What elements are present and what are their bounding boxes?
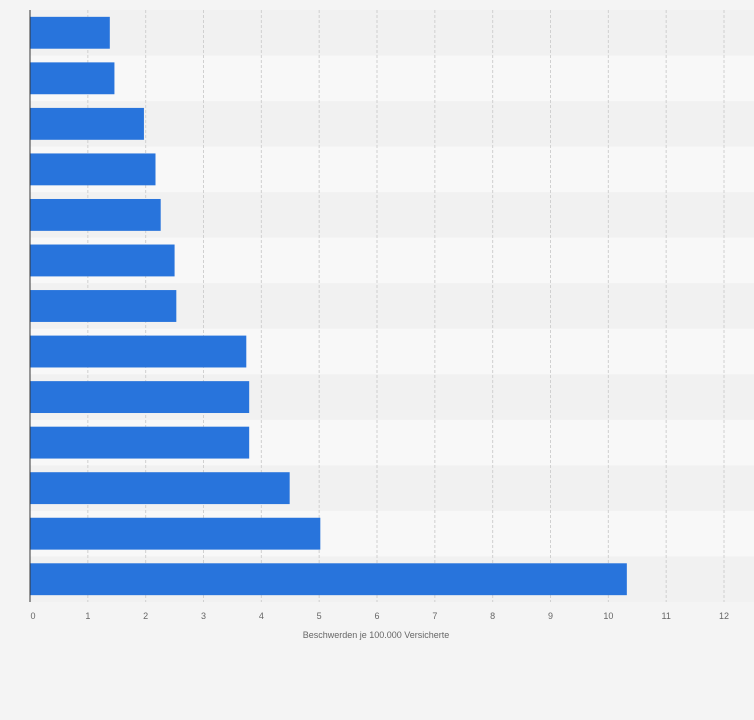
bar [30, 381, 250, 414]
bar [30, 517, 321, 550]
x-tick-label: 0 [30, 611, 35, 621]
x-tick-label: 7 [432, 611, 437, 621]
x-tick-label: 8 [490, 611, 495, 621]
x-tick-label: 1 [85, 611, 90, 621]
row-band [30, 55, 754, 102]
x-tick-label: 12 [719, 611, 729, 621]
x-tick-label: 4 [259, 611, 264, 621]
row-band [30, 10, 754, 56]
x-tick-label: 5 [317, 611, 322, 621]
x-tick-label: 6 [374, 611, 379, 621]
bar [30, 107, 144, 140]
bar [30, 244, 175, 277]
x-tick-label: 11 [661, 611, 670, 621]
bar [30, 472, 290, 505]
x-tick-label: 2 [143, 611, 148, 621]
bar [30, 198, 161, 231]
bar [30, 563, 627, 596]
bar [30, 16, 110, 49]
bar [30, 62, 115, 95]
bar [30, 290, 177, 322]
row-band [30, 101, 754, 147]
bar [30, 153, 156, 186]
x-tick-label: 9 [548, 611, 553, 621]
bar [30, 426, 250, 459]
x-axis-title: Beschwerden je 100.000 Versicherte [303, 630, 450, 640]
bar [30, 335, 247, 368]
x-tick-label: 10 [603, 611, 613, 621]
x-tick-labels: 0 1 2 3 4 5 6 7 8 9 10 11 12 [30, 611, 729, 621]
bars [30, 16, 627, 596]
x-tick-label: 3 [201, 611, 206, 621]
